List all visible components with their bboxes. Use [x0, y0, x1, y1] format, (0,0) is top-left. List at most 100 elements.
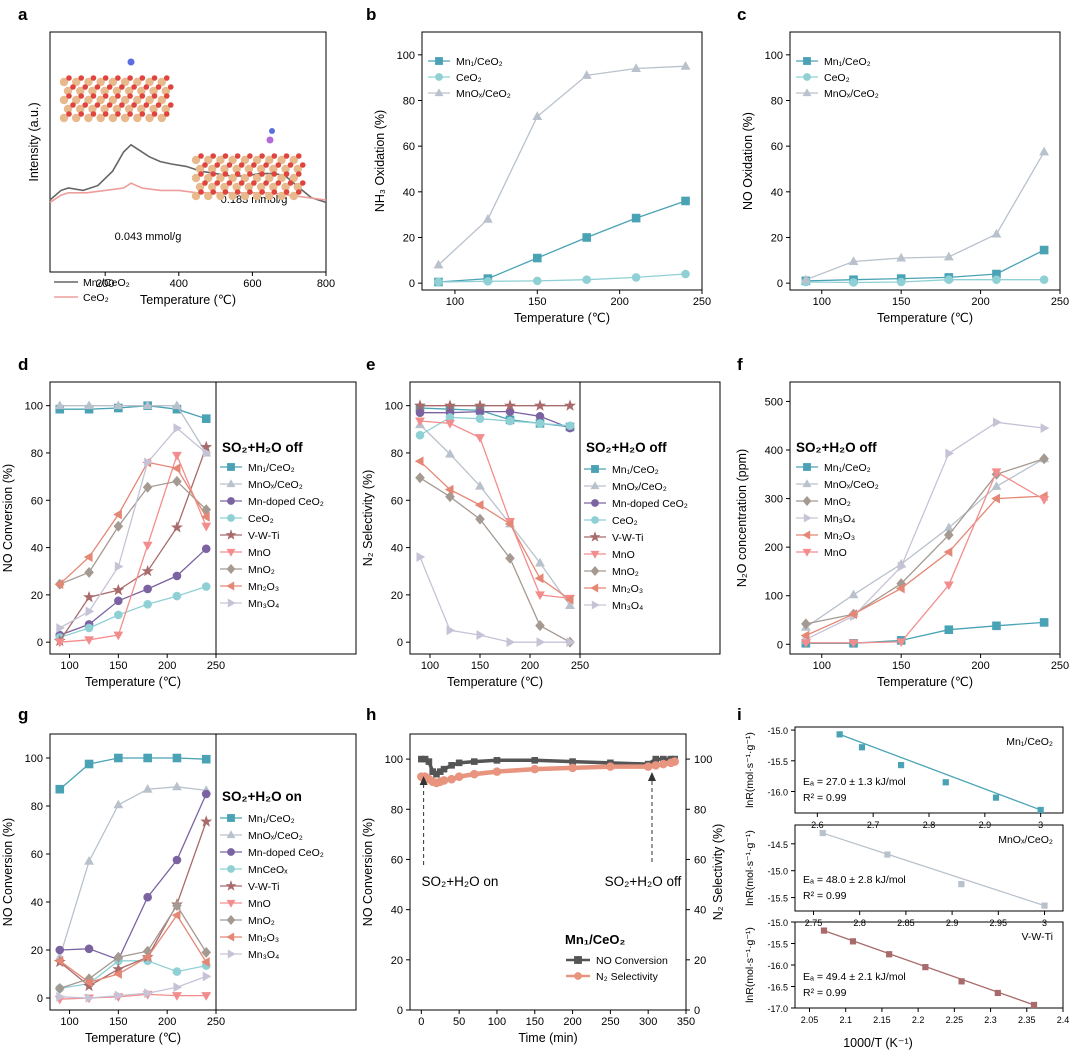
x-tick-label: 250 — [601, 1016, 619, 1028]
x-tick-label: 100 — [421, 660, 439, 672]
x-tick-label: 250 — [1051, 660, 1069, 672]
data-point — [1039, 245, 1049, 255]
x-tick-label: 150 — [109, 1016, 127, 1028]
atom-o — [234, 153, 241, 159]
y2-tick-label: 100 — [694, 754, 712, 766]
atom-ce — [149, 104, 158, 114]
data-point — [440, 765, 448, 773]
series-line — [59, 757, 207, 790]
x-tick-label: 150 — [528, 296, 546, 308]
data-point — [1039, 496, 1050, 505]
atom-o — [198, 171, 204, 177]
legend-label: Mn-doped CeO₂ — [248, 847, 324, 859]
x-axis-label: 1000/T (K⁻¹) — [843, 1036, 913, 1050]
legend-marker — [803, 57, 811, 65]
y2-tick-label: 0 — [694, 1005, 700, 1017]
data-point — [114, 610, 123, 620]
series-MnO — [54, 451, 212, 648]
atom-o — [90, 111, 97, 117]
x-tick-label: 100 — [446, 296, 464, 308]
legend-marker — [226, 915, 236, 925]
series-V-W-Ti — [414, 399, 576, 411]
data-point — [172, 781, 182, 791]
series-Mn₃O₄ — [56, 971, 212, 1003]
condition-label: SO₂+H₂O off — [586, 440, 667, 455]
adsorbate-molecule — [127, 58, 135, 66]
r-squared: R² = 0.99 — [803, 792, 847, 804]
atom-o — [70, 102, 76, 108]
series-MnOₓ/CeO₂ — [800, 146, 1050, 284]
annotation-arrowhead — [419, 776, 428, 785]
panel-b: 100 150 200 250 0 20 40 60 80 100 Temperature (℃) N… — [373, 31, 711, 325]
series-Mn₁/CeO₂ — [415, 403, 575, 432]
x-tick-label: 2.35 — [1018, 1015, 1036, 1025]
series-line — [59, 904, 207, 990]
series-line — [419, 416, 571, 436]
y-tick-label: 0 — [397, 637, 403, 649]
axes-frame — [49, 31, 327, 273]
y-tick-label: 100 — [385, 401, 403, 413]
legend-label: Mn₁/CeO₂ — [824, 56, 871, 68]
atom-o — [238, 162, 245, 168]
atom-o — [247, 189, 253, 195]
atom-ce — [240, 191, 250, 201]
series-line — [438, 200, 686, 283]
atom-ce — [149, 86, 158, 96]
y-axis-label: NO Conversion (%) — [1, 464, 15, 572]
data-point — [991, 468, 1002, 478]
x-tick-label: 2.95 — [990, 918, 1008, 928]
data-point — [942, 779, 949, 786]
data-point — [1041, 902, 1048, 909]
data-point — [172, 400, 182, 410]
subplot-title: Mn₁/CeO₂ — [1006, 736, 1053, 748]
atom-o — [222, 153, 229, 159]
atom-ce — [108, 77, 118, 87]
atom-o — [102, 111, 109, 117]
legend-marker — [435, 73, 443, 81]
y-tick-label: -15.5 — [767, 894, 788, 904]
atom-o — [127, 111, 133, 117]
atom-o — [202, 180, 208, 186]
legend-label: Mn₁/CeO₂ — [456, 56, 503, 68]
y-tick-label: 100 — [25, 753, 43, 765]
atom-ce — [120, 113, 130, 123]
atom-o — [247, 171, 253, 177]
legend-label: N₂ Selectivity — [596, 971, 659, 983]
x-tick-label: 2.3 — [984, 1015, 997, 1025]
atom-o — [90, 93, 97, 99]
atom-ce — [289, 173, 298, 183]
atom-ce — [293, 182, 302, 192]
atom-ce — [240, 155, 250, 165]
atom-o — [127, 93, 133, 99]
series-line — [438, 273, 686, 283]
legend-marker — [226, 932, 235, 942]
legend-marker — [226, 548, 236, 557]
x-tick-label: 150 — [109, 660, 127, 672]
atom-ce — [228, 155, 237, 165]
data-point — [113, 509, 122, 520]
data-point — [848, 639, 859, 649]
data-point — [1030, 1001, 1038, 1009]
atom-o — [151, 75, 158, 81]
y-tick-label: 0 — [777, 639, 783, 651]
data-point — [475, 414, 485, 423]
activation-energy: Eₐ = 48.0 ± 2.8 kJ/mol — [803, 874, 906, 886]
data-point — [439, 776, 449, 785]
x-tick-label: 600 — [243, 278, 261, 290]
data-point — [1039, 453, 1049, 465]
series-line — [59, 446, 207, 642]
atom-o — [295, 171, 302, 177]
atom-o — [198, 153, 204, 159]
atom-ce — [244, 164, 254, 174]
y-tick-label: -15.0 — [767, 726, 788, 736]
x-axis-label: Temperature (℃) — [877, 311, 973, 325]
data-point — [172, 571, 182, 581]
r-squared: R² = 0.99 — [803, 987, 847, 999]
atom-ce — [289, 155, 298, 165]
x-tick-label: 100 — [60, 1016, 78, 1028]
data-point — [84, 759, 94, 769]
atom-o — [202, 162, 208, 168]
series-MnOₓ/CeO₂ — [54, 781, 212, 961]
data-point — [415, 417, 425, 427]
data-point — [416, 552, 426, 562]
